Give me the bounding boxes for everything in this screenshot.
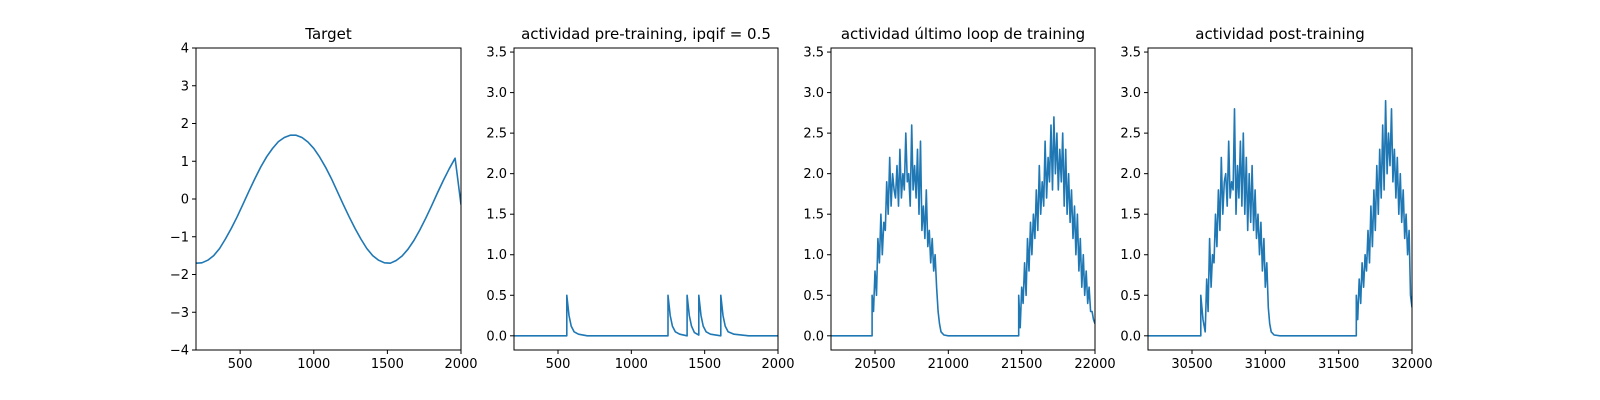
y-tick-label: 0.5 [803,289,824,304]
y-tick-label: 3.0 [486,86,507,101]
panel-title: actividad post-training [1195,25,1364,43]
y-tick-label: 2.0 [486,167,507,182]
y-tick-label: −1 [170,230,189,245]
x-tick-label: 31500 [1318,357,1359,372]
y-tick-label: 0.0 [1120,329,1141,344]
y-tick-label: 4 [181,42,189,57]
panel-title: actividad último loop de training [841,25,1085,43]
y-tick-label: 2.5 [803,127,824,142]
y-tick-label: 1.0 [1120,248,1141,263]
y-tick-label: 2 [181,117,189,132]
x-tick-label: 20500 [854,357,895,372]
chart-panel-2: actividad pre-training, ipqif = 0.5 500 10… [486,25,794,372]
x-tick-label: 1500 [371,357,404,372]
x-tick-label: 22000 [1074,357,1115,372]
y-tick-label: 3.5 [1120,46,1141,61]
y-tick-label: 1.5 [1120,208,1141,223]
axes-frame [830,47,1096,351]
y-tick-label: 2.0 [1120,167,1141,182]
y-tick-label: 1 [181,155,189,170]
chart-panel-3: actividad último loop de training 20500 21… [803,25,1115,372]
y-tick-label: 3.5 [486,46,507,61]
series-line-1 [196,134,461,265]
chart-panel-1: Target 500 1000 1500 2000 −4 −3 −2 −1 0 1 2 3 4 [170,25,478,372]
y-tick-label: −3 [170,306,189,321]
y-tick-label: 1.5 [486,208,507,223]
series-line-1 [831,116,1095,337]
x-tick-label: 1000 [615,357,648,372]
x-tick-label: 2000 [444,357,477,372]
x-tick-label: 500 [546,357,571,372]
x-tick-label: 30500 [1171,357,1212,372]
x-tick-label: 31000 [1245,357,1286,372]
y-tick-label: 1.0 [803,248,824,263]
panel-title: Target [304,25,352,43]
axes-frame [513,47,779,351]
x-tick-label: 21000 [928,357,969,372]
x-tick-label: 2000 [761,357,794,372]
x-tick-label: 1000 [297,357,330,372]
y-tick-label: −2 [170,268,189,283]
y-tick-label: 2.5 [1120,127,1141,142]
y-tick-label: 3.5 [803,46,824,61]
x-tick-label: 21500 [1001,357,1042,372]
x-tick-label: 32000 [1391,357,1432,372]
y-tick-label: −4 [170,344,189,359]
y-tick-label: 3.0 [1120,86,1141,101]
y-tick-label: 0.5 [1120,289,1141,304]
axes-frame [1147,47,1413,351]
x-tick-label: 500 [228,357,253,372]
x-tick-label: 1500 [688,357,721,372]
series-line-1 [514,294,778,337]
chart-panel-4: actividad post-training 30500 31000 31500 32… [1120,25,1432,372]
y-tick-label: 3.0 [803,86,824,101]
y-tick-label: 1.5 [803,208,824,223]
y-tick-label: 0.5 [486,289,507,304]
y-tick-label: 2.0 [803,167,824,182]
series-line-1 [1148,99,1412,337]
y-tick-label: 2.5 [486,127,507,142]
panel-title: actividad pre-training, ipqif = 0.5 [521,25,771,43]
y-tick-label: 0.0 [486,329,507,344]
y-tick-label: 0.0 [803,329,824,344]
y-tick-label: 0 [181,193,189,208]
y-tick-label: 1.0 [486,248,507,263]
y-tick-label: 3 [181,79,189,94]
